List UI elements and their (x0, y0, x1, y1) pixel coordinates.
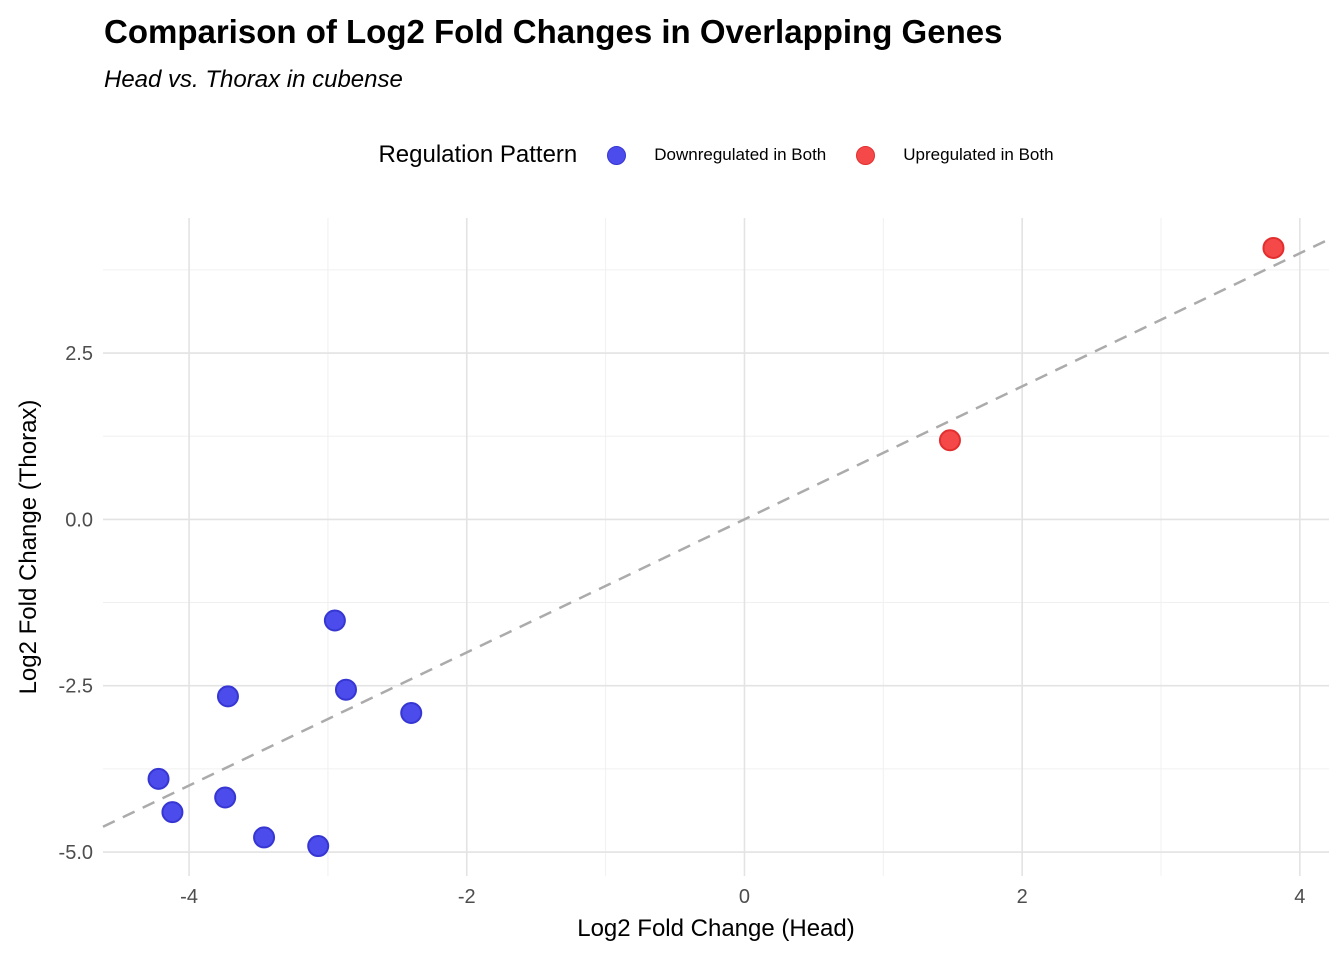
data-point (400, 701, 423, 724)
data-point (253, 826, 276, 849)
data-point (147, 767, 170, 790)
legend-title: Regulation Pattern (378, 141, 578, 168)
data-point (938, 429, 961, 452)
y-tick-label: -5.0 (59, 842, 93, 864)
data-point (323, 609, 346, 632)
data-point (1262, 236, 1285, 259)
x-tick-label: -4 (180, 886, 198, 908)
identity-line (102, 238, 1330, 828)
legend-item-downregulated: Downregulated in Both (607, 145, 826, 165)
x-tick-label: 2 (1017, 886, 1028, 908)
legend: Regulation Pattern Downregulated in Both… (103, 136, 1329, 174)
legend-dot-blue-icon (607, 145, 627, 165)
y-tick-label: 2.5 (65, 343, 93, 365)
legend-item-upregulated: Upregulated in Both (856, 145, 1054, 165)
x-tick-label: 4 (1294, 886, 1305, 908)
legend-dot-red-icon (856, 145, 876, 165)
x-tick-label: 0 (739, 886, 750, 908)
data-point (334, 678, 357, 701)
data-point (161, 801, 184, 824)
x-tick-label: -2 (458, 886, 476, 908)
y-axis-title: Log2 Fold Change (Thorax) (15, 400, 42, 695)
x-axis-title: Log2 Fold Change (Head) (577, 915, 855, 942)
data-point (307, 835, 330, 858)
y-tick-label: -2.5 (59, 676, 93, 698)
legend-item-label: Downregulated in Both (654, 145, 827, 164)
y-tick-label: 0.0 (65, 509, 93, 531)
chart-subtitle: Head vs. Thorax in cubense (104, 66, 403, 93)
chart-title: Comparison of Log2 Fold Changes in Overl… (104, 13, 1003, 50)
data-point (216, 685, 239, 708)
legend-item-label: Upregulated in Both (903, 145, 1054, 164)
data-point (214, 786, 237, 809)
